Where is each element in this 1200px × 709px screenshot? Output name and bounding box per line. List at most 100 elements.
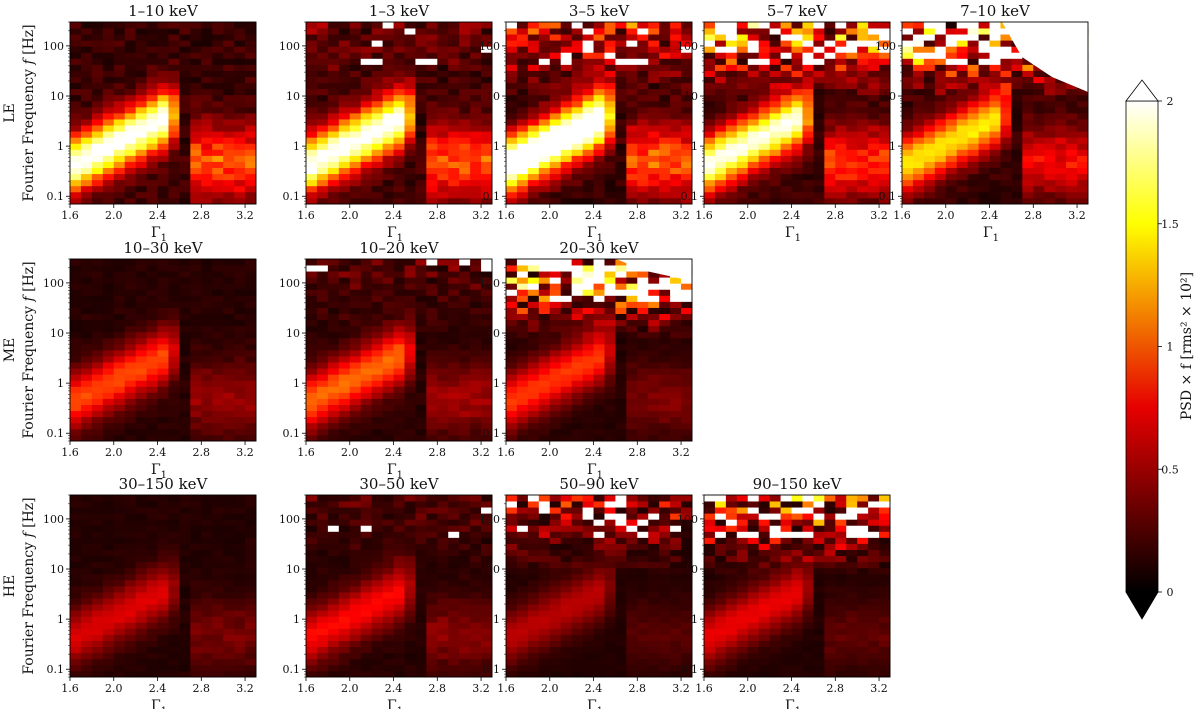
heatmap-cell [481, 368, 493, 375]
heatmap-cell [571, 416, 583, 424]
heatmap-cell [549, 386, 562, 393]
heatmap-cell [902, 88, 914, 96]
heatmap-cell [659, 173, 671, 181]
heatmap-cell [516, 125, 529, 132]
heatmap-cell [437, 337, 449, 345]
heatmap-cell [560, 343, 573, 351]
heatmap-cell [615, 40, 627, 47]
heatmap-cell [102, 28, 115, 35]
heatmap-cell [802, 82, 814, 90]
heatmap-cell [437, 325, 449, 333]
heatmap-cell [245, 64, 257, 71]
heatmap-cell [912, 82, 925, 90]
heatmap-cell [327, 106, 340, 114]
heatmap-cell [234, 179, 246, 187]
heatmap-cell [681, 70, 693, 77]
heatmap-cell [212, 404, 224, 412]
heatmap-cell [371, 173, 383, 181]
heatmap-cell [223, 555, 235, 563]
heatmap-cell [113, 398, 126, 405]
heatmap-cell [371, 106, 383, 114]
heatmap-cell [135, 76, 147, 84]
heatmap-cell [747, 70, 760, 77]
heatmap-cell [604, 356, 616, 363]
heatmap-cell [481, 64, 493, 71]
heatmap-cell [813, 113, 825, 120]
heatmap-cell [549, 289, 562, 296]
heatmap-cell [146, 579, 158, 587]
heatmap-cell [593, 131, 605, 138]
x-axis-label: Γ1 [785, 225, 801, 244]
heatmap-cell [113, 343, 126, 351]
heatmap-cell [659, 28, 671, 35]
heatmap-cell [571, 197, 583, 205]
heatmap-cell [234, 52, 246, 59]
heatmap-cell [626, 295, 638, 302]
heatmap-cell [604, 331, 616, 339]
heatmap-cell [1055, 161, 1067, 168]
heatmap-cell [637, 34, 649, 41]
heatmap-cell [327, 76, 340, 84]
heatmap-cell [934, 64, 947, 71]
heatmap-cell [945, 137, 958, 144]
heatmap-cell [306, 106, 318, 114]
heatmap-cell [791, 137, 803, 144]
heatmap-cell [80, 106, 93, 114]
heatmap-cell [912, 94, 925, 102]
heatmap-cell [626, 313, 638, 321]
heatmap-cell [371, 64, 383, 71]
heatmap-cell [113, 380, 126, 387]
heatmap-cell [593, 149, 605, 156]
heatmap-cell [1011, 137, 1023, 144]
heatmap-cell [704, 167, 716, 175]
heatmap-cell [91, 143, 104, 150]
heatmap-cell [404, 58, 416, 65]
heatmap-cell [201, 173, 213, 181]
heatmap-cell [223, 586, 235, 593]
heatmap-cell [80, 519, 93, 526]
heatmap-cell [223, 350, 235, 357]
heatmap-cell [327, 70, 340, 77]
heatmap-cell [102, 561, 115, 569]
heatmap-cell [626, 167, 638, 175]
heatmap-cell [835, 137, 847, 144]
heatmap-cell [681, 422, 693, 430]
heatmap-cell [967, 191, 979, 199]
heatmap-cell [1033, 167, 1045, 175]
heatmap-cell [615, 289, 627, 296]
heatmap-cell [338, 356, 351, 363]
heatmap-cell [245, 362, 257, 369]
heatmap-cell [124, 313, 137, 321]
heatmap-cell [967, 46, 979, 53]
heatmap-cell [1022, 161, 1034, 168]
heatmap-cell [571, 434, 583, 442]
heatmap-cell [506, 82, 518, 90]
heatmap-cell [571, 410, 583, 418]
heatmap-cell [846, 131, 858, 138]
heatmap-cell [80, 94, 93, 102]
heatmap-cell [190, 259, 202, 266]
heatmap-cell [135, 325, 147, 333]
heatmap-cell [201, 646, 213, 654]
heatmap-cell [223, 416, 235, 424]
heatmap-cell [538, 362, 551, 369]
heatmap-cell [967, 113, 979, 120]
heatmap-cell [415, 331, 427, 339]
heatmap-cell [1044, 185, 1056, 193]
heatmap-cell [80, 398, 93, 405]
heatmap-cell [146, 507, 158, 514]
heatmap-cell [802, 100, 814, 108]
heatmap-cell [124, 52, 137, 59]
heatmap-cell [146, 386, 158, 393]
x-tick-label: 1.6 [297, 209, 315, 222]
heatmap-cell [80, 573, 93, 581]
heatmap-cell [582, 404, 594, 412]
heatmap-cell [168, 167, 180, 175]
heatmap-cell [835, 64, 847, 71]
heatmap-cell [146, 331, 158, 339]
heatmap-cell [879, 22, 891, 29]
heatmap-cell [190, 549, 202, 557]
heatmap-cell [945, 106, 958, 114]
heatmap-cell [902, 161, 914, 168]
heatmap-cell [626, 428, 638, 436]
